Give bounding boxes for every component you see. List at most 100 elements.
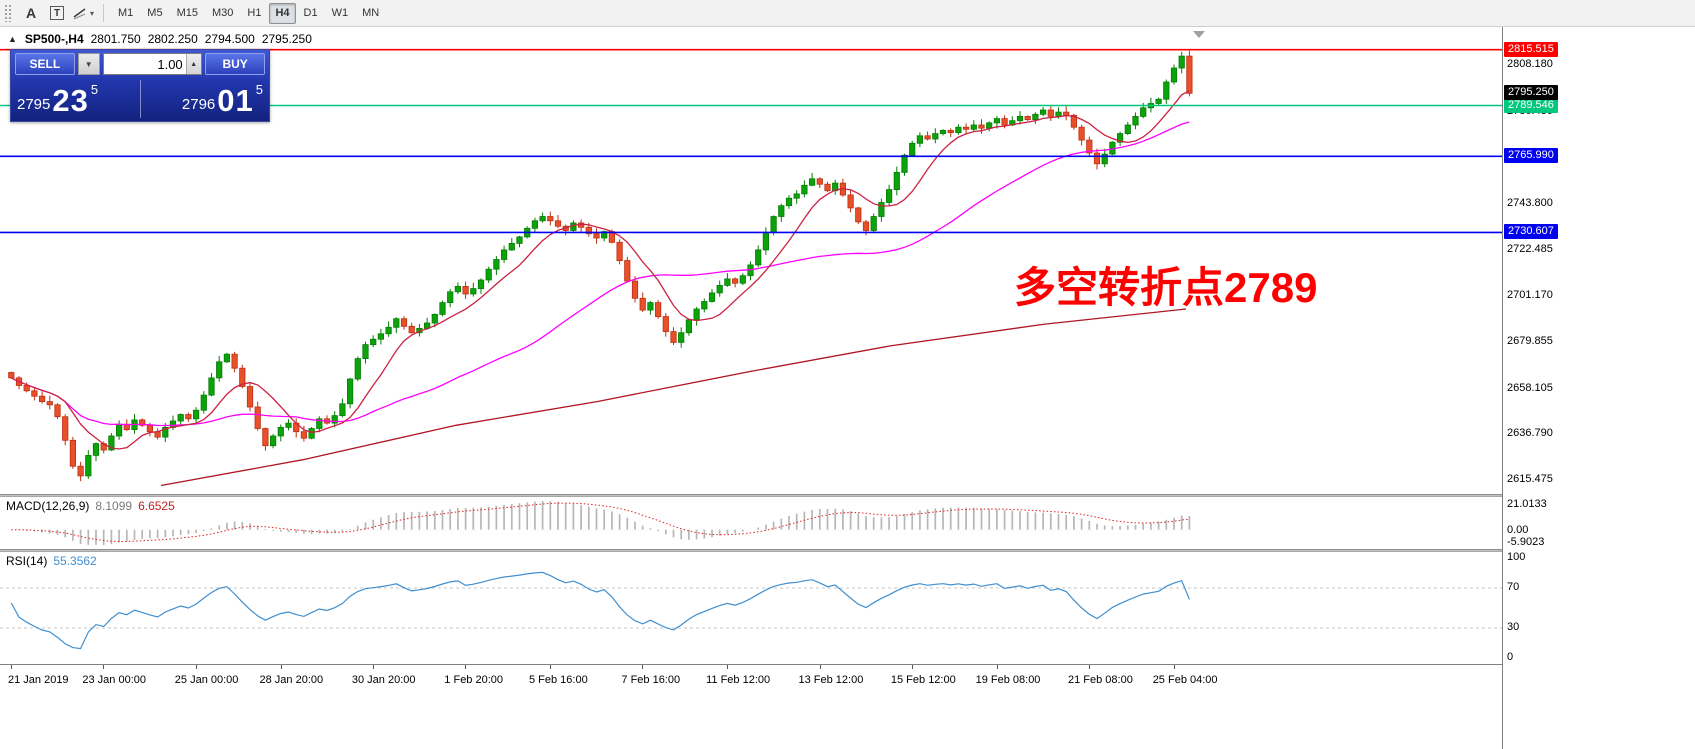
sell-button[interactable]: SELL	[15, 53, 75, 75]
time-axis-label: 15 Feb 12:00	[890, 674, 956, 686]
time-axis-label: 25 Jan 00:00	[174, 674, 239, 686]
trendline-icon	[73, 8, 86, 20]
time-axis-tick	[819, 665, 821, 669]
time-axis-tick	[195, 665, 197, 669]
time-axis-label: 30 Jan 20:00	[351, 674, 416, 686]
price-scale-tick: 2658.105	[1507, 381, 1553, 394]
rsi-title: RSI(14) 55.3562	[6, 554, 97, 568]
timeframe-m5-button[interactable]: M5	[141, 3, 168, 24]
macd-scale-label: -5.9023	[1507, 536, 1545, 548]
rsi-scale-label: 30	[1507, 621, 1520, 633]
sell-price-sup: 5	[90, 82, 99, 97]
time-axis-label: 19 Feb 08:00	[975, 674, 1041, 686]
sell-quote[interactable]: 2795 23 5	[17, 77, 136, 121]
time-axis-tick	[1173, 665, 1175, 669]
time-axis-label: 21 Feb 08:00	[1068, 674, 1133, 686]
rsi-value: 55.3562	[53, 554, 97, 568]
ohlc-high: 2802.250	[147, 32, 198, 46]
rsi-name: RSI(14)	[6, 554, 48, 568]
price-scale-tick: 2808.180	[1507, 58, 1553, 71]
ohlc-open: 2801.750	[90, 32, 141, 46]
time-axis-label: 13 Feb 12:00	[798, 674, 864, 686]
macd-name: MACD(12,26,9)	[6, 499, 90, 513]
level-price-label: 2789.546	[1504, 97, 1558, 113]
time-axis-label: 5 Feb 16:00	[529, 674, 588, 686]
price-scale-tick: 2636.790	[1507, 427, 1553, 440]
main-chart-canvas[interactable]	[0, 28, 1502, 494]
buy-price-main: 2796	[181, 96, 216, 113]
time-axis-label: 11 Feb 12:00	[706, 674, 771, 686]
volume-input[interactable]	[103, 54, 186, 74]
top-toolbar: A T ▾ M1 M5 M15 M30 H1 H4 D1 W1 MN	[0, 0, 1695, 27]
macd-pane: MACD(12,26,9) 8.1099 6.6525	[0, 497, 1502, 549]
symbol-period-label: SP500-,H4	[24, 32, 84, 46]
macd-value-signal: 6.6525	[138, 499, 175, 513]
rsi-scale-label: 100	[1507, 551, 1526, 563]
buy-price-sup: 5	[255, 82, 263, 97]
price-scale-tick: 2743.800	[1507, 197, 1553, 209]
time-axis-label: 1 Feb 20:00	[444, 674, 504, 686]
time-axis-label: 23 Jan 00:00	[82, 674, 147, 686]
timeframe-d1-button[interactable]: D1	[298, 3, 324, 24]
macd-value-main: 8.1099	[95, 499, 133, 513]
time-axis-label: 21 Jan 2019	[8, 674, 69, 686]
level-price-label: 2815.515	[1504, 41, 1558, 57]
time-axis-tick	[911, 665, 913, 669]
level-price-label: 2765.990	[1504, 148, 1558, 164]
time-axis-tick	[1089, 665, 1090, 669]
pane-separator[interactable]	[0, 494, 1568, 497]
timeframe-h4-button[interactable]: H4	[269, 2, 296, 24]
timeframe-m1-button[interactable]: M1	[112, 3, 139, 24]
time-axis-tick	[103, 665, 105, 669]
buy-price-big: 01	[217, 83, 254, 118]
macd-canvas[interactable]	[0, 497, 1502, 549]
time-axis[interactable]: 21 Jan 2019 23 Jan 00:00 25 Jan 00:00 28 Ja…	[0, 664, 1502, 749]
one-click-trade-panel: SELL ▼ ▲ BUY 2795 23 5 2796 01 5	[10, 49, 270, 122]
sell-price-big: 23	[52, 83, 89, 118]
price-scale-tick: 2701.170	[1507, 288, 1553, 301]
label-tool-button[interactable]: T	[45, 3, 69, 24]
time-axis-label: 25 Feb 04:00	[1152, 674, 1218, 686]
toolbar-grip[interactable]	[4, 4, 13, 22]
macd-scale-label: 21.0133	[1507, 498, 1547, 510]
shapes-tool-button[interactable]: ▾	[71, 3, 95, 24]
time-axis-label: 7 Feb 16:00	[621, 674, 681, 686]
time-axis-tick	[465, 665, 467, 669]
chart-shift-marker-icon	[1193, 31, 1205, 38]
price-scale-tick: 2722.485	[1507, 242, 1553, 255]
volume-spinner-up-icon[interactable]: ▲	[185, 54, 201, 74]
rsi-pane: RSI(14) 55.3562	[0, 552, 1502, 664]
level-price-label: 2730.607	[1504, 224, 1558, 240]
collapse-trade-panel-arrow-icon[interactable]: ▲	[8, 34, 17, 44]
current-price-label: 2795.250	[1504, 85, 1558, 101]
chart-header: ▲ SP500-,H4 2801.750 2802.250 2794.500 2…	[8, 32, 312, 46]
time-axis-tick	[642, 665, 644, 669]
macd-scale-label: 0.00	[1507, 524, 1529, 536]
time-axis-tick	[372, 665, 374, 669]
chevron-down-icon: ▾	[90, 8, 95, 18]
chart-annotation-text[interactable]: 多空转折点2789	[1014, 264, 1318, 311]
rsi-scale-label: 0	[1507, 651, 1514, 663]
timeframe-mn-button[interactable]: MN	[356, 3, 385, 24]
buy-quote[interactable]: 2796 01 5	[145, 77, 263, 121]
volume-dropdown-button[interactable]: ▼	[77, 53, 100, 75]
macd-title: MACD(12,26,9) 8.1099 6.6525	[6, 499, 175, 513]
time-axis-tick	[727, 665, 729, 669]
price-scale[interactable]: 2808.1802786.4302743.8002722.4852701.170…	[1502, 27, 1695, 749]
ohlc-close: 2795.250	[261, 32, 312, 46]
timeframe-w1-button[interactable]: W1	[326, 3, 355, 24]
timeframe-h1-button[interactable]: H1	[241, 3, 267, 24]
timeframe-m30-button[interactable]: M30	[206, 3, 239, 24]
price-scale-tick: 2679.855	[1507, 334, 1553, 347]
time-axis-tick	[996, 665, 998, 669]
price-scale-tick: 2615.475	[1507, 473, 1553, 486]
buy-button[interactable]: BUY	[205, 53, 265, 75]
time-axis-tick	[550, 665, 551, 669]
timeframe-m15-button[interactable]: M15	[171, 3, 204, 24]
text-label-icon: T	[50, 6, 64, 20]
rsi-canvas[interactable]	[0, 552, 1502, 664]
text-tool-button[interactable]: A	[19, 3, 43, 24]
rsi-scale-label: 70	[1507, 581, 1520, 593]
time-axis-tick	[11, 665, 12, 669]
pane-separator[interactable]	[0, 549, 1568, 552]
